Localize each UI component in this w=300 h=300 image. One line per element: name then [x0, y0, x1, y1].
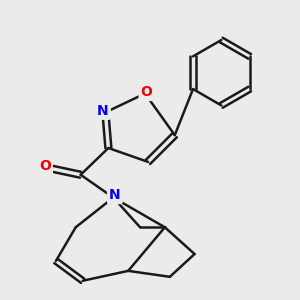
Text: O: O [39, 159, 51, 173]
Text: O: O [141, 85, 152, 99]
Text: N: N [109, 188, 121, 202]
Text: N: N [97, 104, 109, 118]
